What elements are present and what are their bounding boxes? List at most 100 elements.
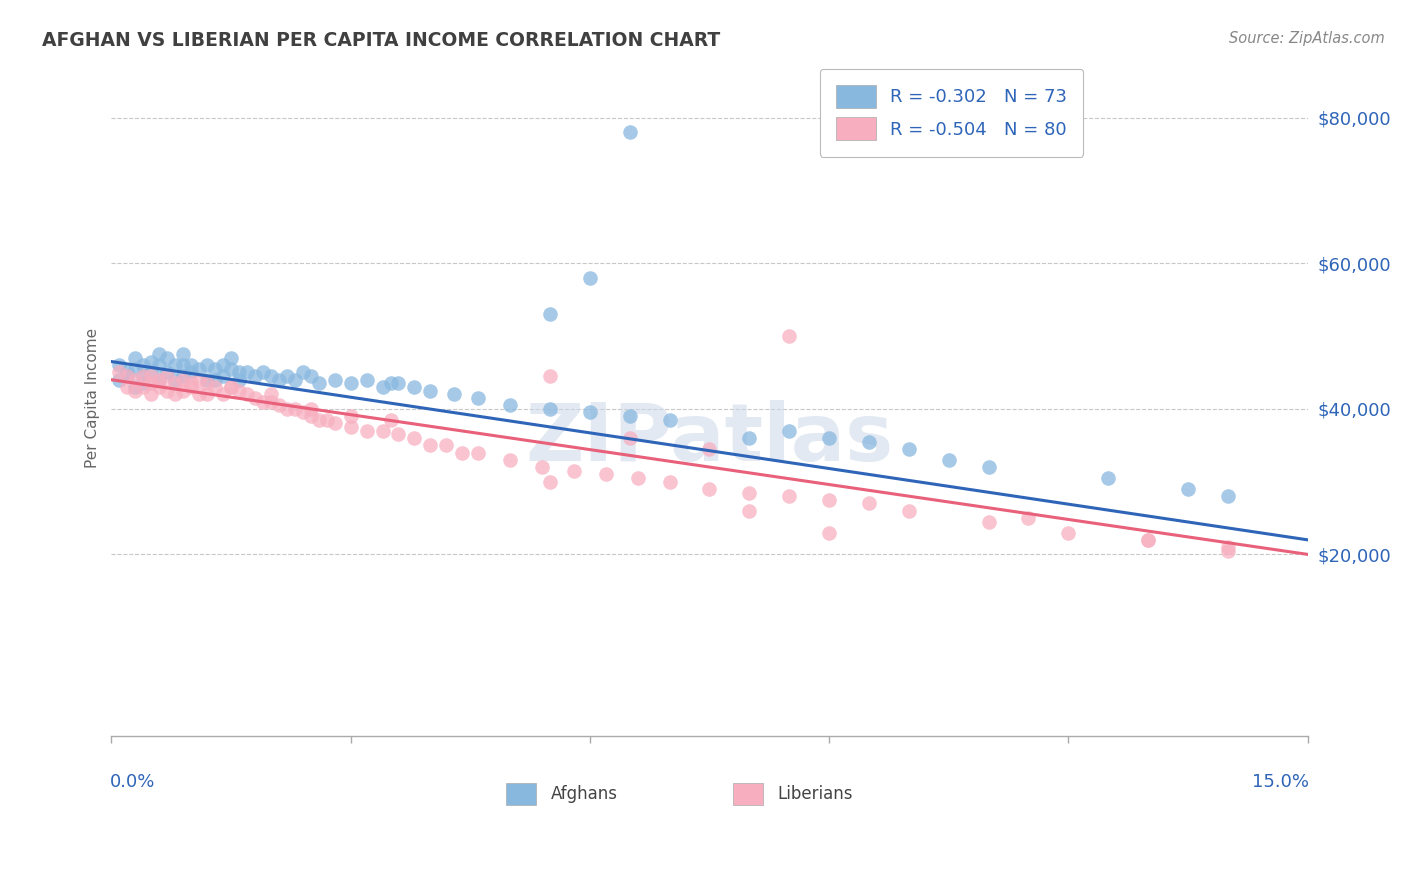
Point [308, 413, 330, 427]
Point [148, 373, 170, 387]
Point [404, 431, 426, 445]
Point [132, 358, 155, 372]
Point [188, 387, 211, 401]
Point [858, 496, 880, 510]
Point [499, 452, 522, 467]
Point [778, 424, 800, 438]
Point [299, 401, 322, 416]
Point [165, 373, 187, 387]
Point [117, 369, 139, 384]
Point [219, 380, 242, 394]
Point [858, 434, 880, 449]
Y-axis label: Per Capita Income: Per Capita Income [86, 328, 100, 468]
Point [148, 373, 170, 387]
Point [619, 431, 641, 445]
Point [172, 347, 194, 361]
Point [141, 387, 163, 401]
Point [434, 438, 457, 452]
Point [738, 504, 761, 518]
Point [897, 442, 920, 456]
Text: Source: ZipAtlas.com: Source: ZipAtlas.com [1229, 31, 1385, 46]
Point [467, 445, 489, 459]
Point [180, 358, 202, 372]
Point [243, 391, 266, 405]
Point [252, 366, 274, 380]
FancyBboxPatch shape [506, 783, 536, 805]
Point [387, 427, 409, 442]
Point [299, 409, 322, 424]
Point [180, 366, 202, 380]
Point [236, 387, 259, 401]
Point [619, 409, 641, 424]
Point [738, 485, 761, 500]
Point [1216, 540, 1239, 554]
Point [260, 387, 283, 401]
Text: AFGHAN VS LIBERIAN PER CAPITA INCOME CORRELATION CHART: AFGHAN VS LIBERIAN PER CAPITA INCOME COR… [42, 31, 720, 50]
Point [380, 413, 402, 427]
Point [108, 358, 131, 372]
Point [141, 369, 163, 384]
Point [299, 369, 322, 384]
Point [531, 460, 554, 475]
Point [260, 394, 283, 409]
Point [276, 401, 298, 416]
Point [195, 373, 218, 387]
Text: 15.0%: 15.0% [1251, 773, 1309, 791]
Point [738, 431, 761, 445]
Point [619, 125, 641, 139]
Point [141, 354, 163, 368]
Point [356, 424, 378, 438]
Text: Afghans: Afghans [550, 785, 617, 803]
Point [148, 358, 170, 372]
Point [778, 329, 800, 343]
Point [579, 271, 602, 285]
Point [1097, 471, 1119, 485]
FancyBboxPatch shape [734, 783, 763, 805]
Point [180, 376, 202, 391]
Point [818, 431, 841, 445]
Point [212, 387, 235, 401]
Point [148, 380, 170, 394]
Point [124, 384, 146, 398]
Point [219, 351, 242, 365]
Point [443, 387, 465, 401]
Text: 0.0%: 0.0% [110, 773, 156, 791]
Point [778, 489, 800, 503]
Point [108, 366, 131, 380]
Point [156, 384, 179, 398]
Point [538, 307, 561, 321]
Point [195, 376, 218, 391]
Point [323, 417, 346, 431]
Point [284, 373, 307, 387]
Point [260, 369, 283, 384]
Point [1057, 525, 1080, 540]
Point [1216, 543, 1239, 558]
Point [204, 373, 226, 387]
Point [1137, 533, 1160, 547]
Point [124, 361, 146, 376]
Point [267, 373, 290, 387]
Point [977, 515, 1000, 529]
Point [380, 376, 402, 391]
Point [897, 504, 920, 518]
Point [276, 369, 298, 384]
Point [219, 361, 242, 376]
Point [467, 391, 489, 405]
Point [228, 373, 250, 387]
Point [451, 445, 474, 459]
Point [818, 525, 841, 540]
Point [141, 366, 163, 380]
Point [165, 358, 187, 372]
Point [371, 380, 394, 394]
Point [627, 471, 650, 485]
Point [658, 413, 681, 427]
Point [419, 384, 441, 398]
Point [132, 369, 155, 384]
Point [419, 438, 441, 452]
Point [339, 376, 361, 391]
Point [371, 424, 394, 438]
Point [595, 467, 617, 482]
Point [117, 369, 139, 384]
Point [212, 358, 235, 372]
Point [538, 475, 561, 489]
